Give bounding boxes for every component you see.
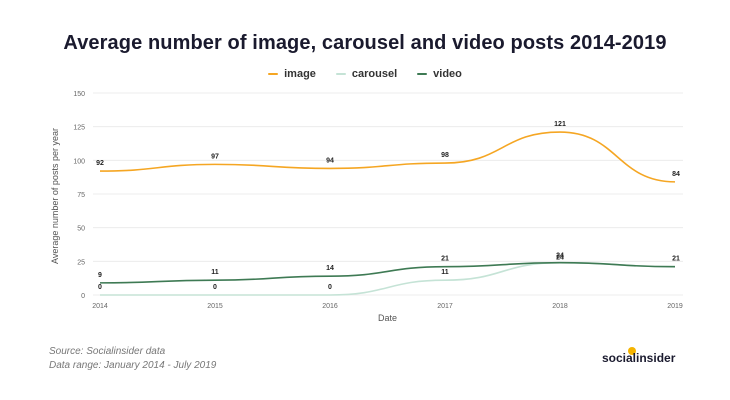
data-label-image: 92 (96, 160, 104, 167)
x-tick-label: 2015 (207, 303, 223, 310)
legend-swatch-video (417, 73, 428, 75)
data-label-video: 21 (672, 256, 680, 263)
legend-swatch-image (268, 73, 279, 75)
y-tick-label: 150 (73, 91, 85, 98)
legend-label-video: video (433, 68, 462, 80)
data-label-carousel: 24 (556, 253, 564, 260)
series-line-image (99, 131, 676, 183)
legend-swatch-carousel (335, 73, 346, 75)
x-tick-label: 2019 (667, 303, 683, 310)
data-label-video: 9 (98, 272, 102, 279)
data-label-video: 24 (556, 255, 564, 262)
data-label-image: 84 (672, 171, 680, 178)
legend-label-image: image (284, 68, 316, 80)
brand-logo-icon (628, 347, 636, 355)
data-label-video: 14 (326, 265, 334, 272)
data-range-note: Data range: January 2014 - July 2019 (49, 360, 217, 371)
source-note: Source: Socialinsider data (49, 346, 166, 357)
data-label-image: 94 (326, 157, 334, 164)
x-tick-label: 2018 (552, 303, 568, 310)
data-label-carousel: 11 (441, 269, 449, 276)
y-axis-label: Average number of posts per year (50, 128, 60, 264)
legend-label-carousel: carousel (351, 68, 398, 80)
data-label-carousel: 0 (213, 284, 217, 291)
data-label-image: 121 (554, 121, 566, 128)
chart-footer: Source: Socialinsider data Data range: J… (49, 345, 216, 373)
x-axis-label: Date (378, 313, 397, 323)
brand-name: socialinsider (602, 351, 676, 365)
data-label-image: 98 (441, 152, 449, 159)
x-tick-label: 2014 (92, 303, 108, 310)
data-label-carousel: 0 (98, 284, 102, 291)
y-tick-label: 0 (81, 293, 85, 300)
data-label-image: 97 (211, 153, 219, 160)
data-label-carousel: 0 (328, 284, 332, 291)
data-label-video: 11 (211, 269, 219, 276)
legend-item-carousel[interactable]: carousel (335, 68, 398, 80)
chart-legend: image carousel video (0, 68, 730, 80)
x-tick-label: 2017 (437, 303, 453, 310)
y-tick-label: 25 (77, 259, 85, 266)
y-tick-label: 100 (73, 158, 85, 165)
data-label-video: 21 (441, 256, 449, 263)
legend-item-video[interactable]: video (417, 68, 462, 80)
x-tick-label: 2016 (322, 303, 338, 310)
chart-title: Average number of image, carousel and vi… (63, 32, 667, 54)
series-line-carousel (100, 261, 676, 296)
y-tick-label: 125 (73, 125, 85, 132)
y-tick-label: 75 (77, 192, 85, 199)
series-line-video (99, 261, 676, 284)
y-tick-label: 50 (77, 226, 85, 233)
legend-item-image[interactable]: image (268, 68, 316, 80)
